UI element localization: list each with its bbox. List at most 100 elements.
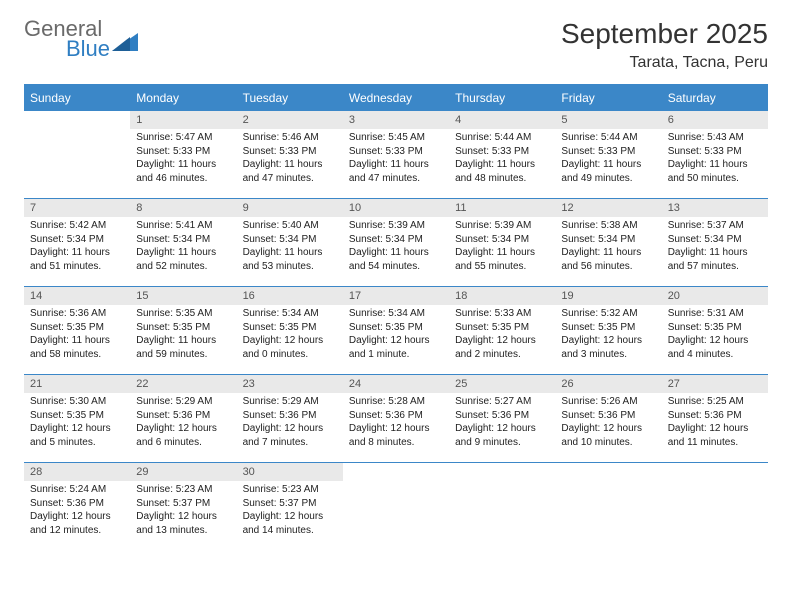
calendar-cell: 10Sunrise: 5:39 AMSunset: 5:34 PMDayligh… (343, 199, 449, 287)
daylight-text: Daylight: 12 hours and 2 minutes. (455, 334, 549, 361)
sunrise-text: Sunrise: 5:40 AM (243, 219, 337, 233)
calendar-cell (24, 111, 130, 199)
sunrise-text: Sunrise: 5:36 AM (30, 307, 124, 321)
day-number: 11 (449, 199, 555, 217)
calendar-cell: 24Sunrise: 5:28 AMSunset: 5:36 PMDayligh… (343, 375, 449, 463)
day-number: 26 (555, 375, 661, 393)
sunrise-text: Sunrise: 5:43 AM (668, 131, 762, 145)
calendar-cell: 27Sunrise: 5:25 AMSunset: 5:36 PMDayligh… (662, 375, 768, 463)
sunset-text: Sunset: 5:33 PM (349, 145, 443, 159)
daylight-text: Daylight: 12 hours and 6 minutes. (136, 422, 230, 449)
daylight-text: Daylight: 11 hours and 54 minutes. (349, 246, 443, 273)
daylight-text: Daylight: 12 hours and 10 minutes. (561, 422, 655, 449)
day-number: 20 (662, 287, 768, 305)
sunset-text: Sunset: 5:34 PM (30, 233, 124, 247)
day-number: 2 (237, 111, 343, 129)
day-details: Sunrise: 5:31 AMSunset: 5:35 PMDaylight:… (662, 305, 768, 365)
day-number: 13 (662, 199, 768, 217)
day-number: 19 (555, 287, 661, 305)
daylight-text: Daylight: 11 hours and 53 minutes. (243, 246, 337, 273)
location-text: Tarata, Tacna, Peru (561, 54, 768, 72)
sunrise-text: Sunrise: 5:33 AM (455, 307, 549, 321)
sunset-text: Sunset: 5:35 PM (668, 321, 762, 335)
calendar-cell: 23Sunrise: 5:29 AMSunset: 5:36 PMDayligh… (237, 375, 343, 463)
sunset-text: Sunset: 5:36 PM (561, 409, 655, 423)
day-header: Wednesday (343, 85, 449, 111)
calendar-cell: 16Sunrise: 5:34 AMSunset: 5:35 PMDayligh… (237, 287, 343, 375)
day-number: 29 (130, 463, 236, 481)
calendar-cell: 1Sunrise: 5:47 AMSunset: 5:33 PMDaylight… (130, 111, 236, 199)
day-details: Sunrise: 5:43 AMSunset: 5:33 PMDaylight:… (662, 129, 768, 189)
day-details: Sunrise: 5:36 AMSunset: 5:35 PMDaylight:… (24, 305, 130, 365)
calendar-cell: 8Sunrise: 5:41 AMSunset: 5:34 PMDaylight… (130, 199, 236, 287)
day-details: Sunrise: 5:32 AMSunset: 5:35 PMDaylight:… (555, 305, 661, 365)
day-header: Saturday (662, 85, 768, 111)
sunrise-text: Sunrise: 5:23 AM (243, 483, 337, 497)
calendar-cell (662, 463, 768, 551)
sunset-text: Sunset: 5:34 PM (455, 233, 549, 247)
day-number: 6 (662, 111, 768, 129)
sunset-text: Sunset: 5:35 PM (455, 321, 549, 335)
calendar-cell: 4Sunrise: 5:44 AMSunset: 5:33 PMDaylight… (449, 111, 555, 199)
daylight-text: Daylight: 11 hours and 50 minutes. (668, 158, 762, 185)
calendar-cell: 28Sunrise: 5:24 AMSunset: 5:36 PMDayligh… (24, 463, 130, 551)
day-details: Sunrise: 5:26 AMSunset: 5:36 PMDaylight:… (555, 393, 661, 453)
day-details: Sunrise: 5:44 AMSunset: 5:33 PMDaylight:… (555, 129, 661, 189)
calendar-cell: 11Sunrise: 5:39 AMSunset: 5:34 PMDayligh… (449, 199, 555, 287)
sunset-text: Sunset: 5:33 PM (668, 145, 762, 159)
day-number: 22 (130, 375, 236, 393)
sunset-text: Sunset: 5:36 PM (349, 409, 443, 423)
sunset-text: Sunset: 5:34 PM (668, 233, 762, 247)
calendar-cell: 13Sunrise: 5:37 AMSunset: 5:34 PMDayligh… (662, 199, 768, 287)
daylight-text: Daylight: 11 hours and 59 minutes. (136, 334, 230, 361)
calendar-cell (449, 463, 555, 551)
sunrise-text: Sunrise: 5:44 AM (561, 131, 655, 145)
sunrise-text: Sunrise: 5:46 AM (243, 131, 337, 145)
sunrise-text: Sunrise: 5:23 AM (136, 483, 230, 497)
sunset-text: Sunset: 5:33 PM (243, 145, 337, 159)
day-number: 3 (343, 111, 449, 129)
day-details: Sunrise: 5:41 AMSunset: 5:34 PMDaylight:… (130, 217, 236, 277)
day-number: 24 (343, 375, 449, 393)
day-details: Sunrise: 5:39 AMSunset: 5:34 PMDaylight:… (449, 217, 555, 277)
daylight-text: Daylight: 12 hours and 1 minute. (349, 334, 443, 361)
daylight-text: Daylight: 11 hours and 51 minutes. (30, 246, 124, 273)
calendar-cell (343, 463, 449, 551)
sunrise-text: Sunrise: 5:29 AM (243, 395, 337, 409)
sunset-text: Sunset: 5:34 PM (136, 233, 230, 247)
day-details: Sunrise: 5:24 AMSunset: 5:36 PMDaylight:… (24, 481, 130, 541)
logo-line2: Blue (66, 38, 110, 60)
sunrise-text: Sunrise: 5:37 AM (668, 219, 762, 233)
day-details: Sunrise: 5:34 AMSunset: 5:35 PMDaylight:… (343, 305, 449, 365)
day-details: Sunrise: 5:37 AMSunset: 5:34 PMDaylight:… (662, 217, 768, 277)
calendar-cell: 17Sunrise: 5:34 AMSunset: 5:35 PMDayligh… (343, 287, 449, 375)
calendar-cell: 20Sunrise: 5:31 AMSunset: 5:35 PMDayligh… (662, 287, 768, 375)
sunrise-text: Sunrise: 5:32 AM (561, 307, 655, 321)
sunrise-text: Sunrise: 5:45 AM (349, 131, 443, 145)
daylight-text: Daylight: 12 hours and 11 minutes. (668, 422, 762, 449)
calendar-cell: 9Sunrise: 5:40 AMSunset: 5:34 PMDaylight… (237, 199, 343, 287)
calendar-cell: 7Sunrise: 5:42 AMSunset: 5:34 PMDaylight… (24, 199, 130, 287)
day-header: Thursday (449, 85, 555, 111)
calendar-cell: 25Sunrise: 5:27 AMSunset: 5:36 PMDayligh… (449, 375, 555, 463)
calendar-cell: 19Sunrise: 5:32 AMSunset: 5:35 PMDayligh… (555, 287, 661, 375)
day-header: Friday (555, 85, 661, 111)
calendar-cell: 30Sunrise: 5:23 AMSunset: 5:37 PMDayligh… (237, 463, 343, 551)
sunset-text: Sunset: 5:35 PM (561, 321, 655, 335)
calendar-cell: 12Sunrise: 5:38 AMSunset: 5:34 PMDayligh… (555, 199, 661, 287)
sunset-text: Sunset: 5:34 PM (561, 233, 655, 247)
day-details: Sunrise: 5:25 AMSunset: 5:36 PMDaylight:… (662, 393, 768, 453)
title-block: September 2025 Tarata, Tacna, Peru (561, 18, 768, 72)
calendar-cell: 21Sunrise: 5:30 AMSunset: 5:35 PMDayligh… (24, 375, 130, 463)
day-number: 4 (449, 111, 555, 129)
calendar-cell: 6Sunrise: 5:43 AMSunset: 5:33 PMDaylight… (662, 111, 768, 199)
daylight-text: Daylight: 12 hours and 0 minutes. (243, 334, 337, 361)
sunrise-text: Sunrise: 5:39 AM (349, 219, 443, 233)
day-number: 21 (24, 375, 130, 393)
daylight-text: Daylight: 12 hours and 4 minutes. (668, 334, 762, 361)
sunset-text: Sunset: 5:35 PM (30, 321, 124, 335)
day-number: 15 (130, 287, 236, 305)
day-details: Sunrise: 5:47 AMSunset: 5:33 PMDaylight:… (130, 129, 236, 189)
daylight-text: Daylight: 12 hours and 5 minutes. (30, 422, 124, 449)
sunrise-text: Sunrise: 5:29 AM (136, 395, 230, 409)
